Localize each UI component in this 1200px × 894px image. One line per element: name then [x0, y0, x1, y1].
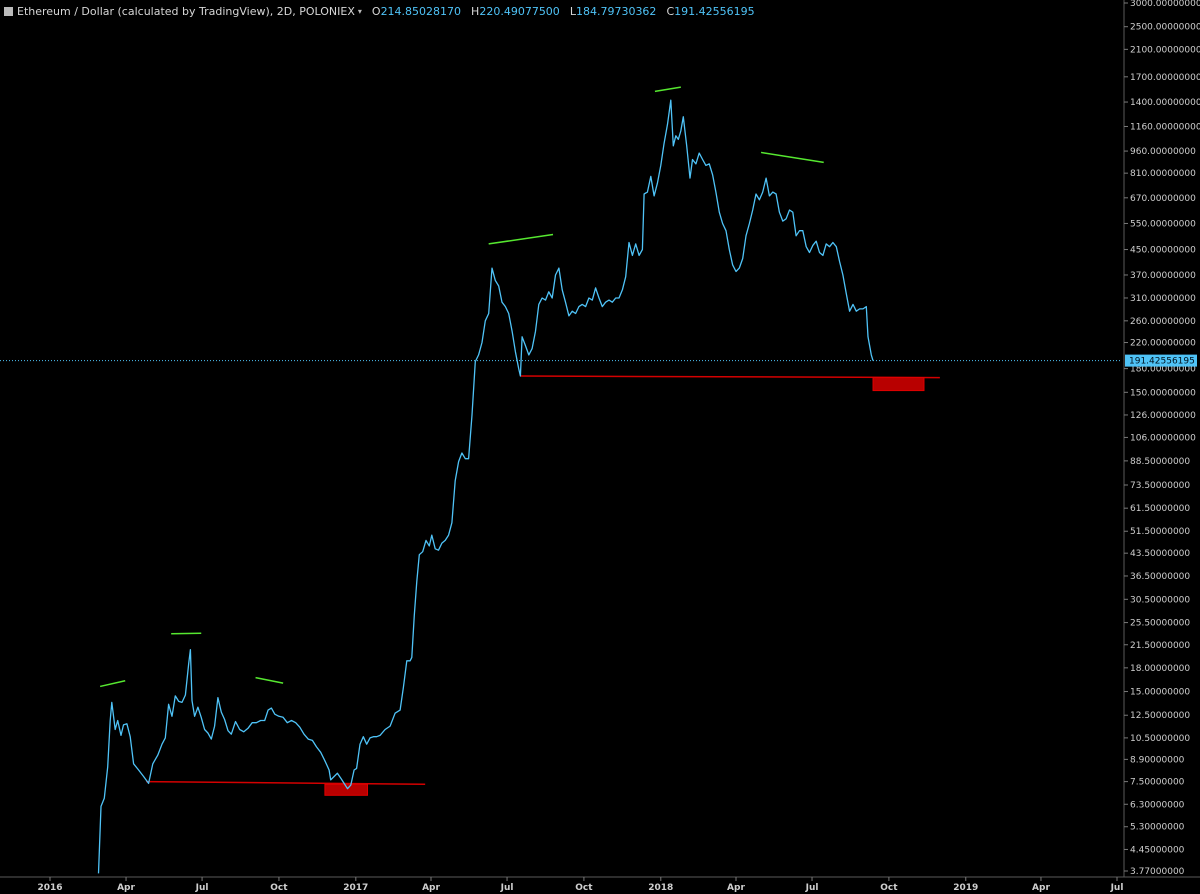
- symbol-title[interactable]: Ethereum / Dollar (calculated by Trading…: [17, 4, 355, 18]
- price-tick-label: 220.00000000: [1130, 339, 1196, 349]
- ohlc-high-key: H: [471, 4, 480, 18]
- trend-line[interactable]: [760, 151, 824, 164]
- price-tick-label: 150.00000000: [1130, 388, 1196, 398]
- trend-line[interactable]: [171, 632, 202, 635]
- time-tick-label: Oct: [880, 883, 898, 893]
- price-tick-label: 3000.00000000: [1130, 0, 1200, 9]
- ohlc-close: C191.42556195: [666, 5, 754, 18]
- collapse-icon[interactable]: [4, 6, 13, 16]
- price-tick-label: 5.30000000: [1130, 823, 1185, 833]
- price-tick-label: 7.50000000: [1130, 778, 1185, 788]
- ohlc-close-value: 191.42556195: [674, 4, 755, 18]
- ohlc-high: H220.49077500: [471, 5, 560, 18]
- time-tick-label: Oct: [575, 883, 593, 893]
- time-tick-label: Apr: [117, 883, 135, 893]
- ohlc-low-key: L: [569, 4, 576, 18]
- time-tick-label: Apr: [1032, 883, 1050, 893]
- price-tick-label: 1700.00000000: [1130, 73, 1200, 83]
- trend-line[interactable]: [255, 676, 284, 684]
- price-tick-label: 960.00000000: [1130, 147, 1196, 157]
- support-zone[interactable]: [872, 377, 925, 392]
- price-tick-label: 260.00000000: [1130, 317, 1196, 327]
- price-tick-label: 36.50000000: [1130, 572, 1190, 582]
- price-tick-label: 370.00000000: [1130, 271, 1196, 281]
- ohlc-low-value: 184.79730362: [575, 4, 657, 18]
- price-tick-label: 6.30000000: [1130, 800, 1185, 810]
- price-tick-label: 1400.00000000: [1130, 98, 1200, 108]
- ohlc-open: O214.85028170: [372, 5, 461, 18]
- price-tick-label: 106.00000000: [1130, 433, 1196, 443]
- price-axis[interactable]: 3000.00000000 2500.00000000 2100.00000000 1…: [1123, 0, 1200, 877]
- price-tick-label: 450.00000000: [1130, 246, 1196, 256]
- price-tick-label: 8.90000000: [1130, 755, 1185, 765]
- price-line-series[interactable]: [97, 99, 874, 874]
- price-tick-label: 88.50000000: [1130, 457, 1190, 467]
- price-tick-label: 12.50000000: [1130, 711, 1190, 721]
- last-price-badge: [1125, 354, 1197, 367]
- trend-line[interactable]: [654, 86, 681, 93]
- price-tick-label: 126.00000000: [1130, 411, 1196, 421]
- plot-area[interactable]: [0, 86, 1122, 874]
- price-tick-label: 3.77000000: [1130, 867, 1185, 877]
- chart-header: Ethereum / Dollar (calculated by Trading…: [4, 3, 765, 19]
- trend-line[interactable]: [488, 233, 554, 245]
- price-tick-label: 21.50000000: [1130, 641, 1190, 651]
- ohlc-open-key: O: [371, 4, 381, 18]
- price-tick-label: 18.00000000: [1130, 664, 1190, 674]
- time-tick-label: 2019: [953, 883, 978, 893]
- price-tick-label: 2500.00000000: [1130, 23, 1200, 33]
- price-tick-label: 43.50000000: [1130, 549, 1190, 559]
- price-tick-label: 4.45000000: [1130, 845, 1185, 855]
- price-tick-label: 670.00000000: [1130, 194, 1196, 204]
- time-tick-label: Jul: [1110, 883, 1124, 893]
- time-tick-label: Oct: [270, 883, 288, 893]
- ohlc-close-key: C: [666, 4, 675, 18]
- price-tick-label: 30.50000000: [1130, 595, 1190, 605]
- price-tick-label: 25.50000000: [1130, 619, 1190, 629]
- time-tick-label: Jul: [195, 883, 209, 893]
- price-tick-label: 73.50000000: [1130, 481, 1190, 491]
- price-tick-label: 10.50000000: [1130, 734, 1190, 744]
- time-tick-label: 2016: [37, 883, 62, 893]
- price-tick-label: 2100.00000000: [1130, 45, 1200, 55]
- price-tick-label: 61.50000000: [1130, 504, 1190, 514]
- price-tick-label: 1160.00000000: [1130, 122, 1200, 132]
- price-tick-label: 810.00000000: [1130, 169, 1196, 179]
- ohlc-low: L184.79730362: [570, 5, 657, 18]
- support-line[interactable]: [520, 375, 940, 379]
- last-price-label: 191.42556195: [1129, 357, 1195, 367]
- price-tick-label: 550.00000000: [1130, 219, 1196, 229]
- price-tick-label: 310.00000000: [1130, 294, 1196, 304]
- price-tick-label: 51.50000000: [1130, 527, 1190, 537]
- symbol-dropdown-icon[interactable]: ▾: [357, 6, 362, 16]
- time-axis[interactable]: 2016 Apr Jul Oct 2017 Apr Jul Oct 2018 Apr Jul Oct 2…: [0, 876, 1200, 893]
- time-tick-label: Jul: [805, 883, 819, 893]
- ohlc-open-value: 214.85028170: [380, 4, 462, 18]
- time-tick-label: Apr: [422, 883, 440, 893]
- support-line[interactable]: [146, 780, 426, 785]
- support-zone[interactable]: [324, 783, 369, 796]
- time-tick-label: Jul: [500, 883, 514, 893]
- time-tick-label: 2017: [343, 883, 368, 893]
- time-tick-label: 2018: [648, 883, 673, 893]
- ohlc-high-value: 220.49077500: [479, 4, 560, 18]
- time-tick-label: Apr: [727, 883, 745, 893]
- price-tick-label: 180.00000000: [1130, 365, 1196, 375]
- price-tick-label: 15.00000000: [1130, 688, 1190, 698]
- trend-line[interactable]: [99, 680, 126, 688]
